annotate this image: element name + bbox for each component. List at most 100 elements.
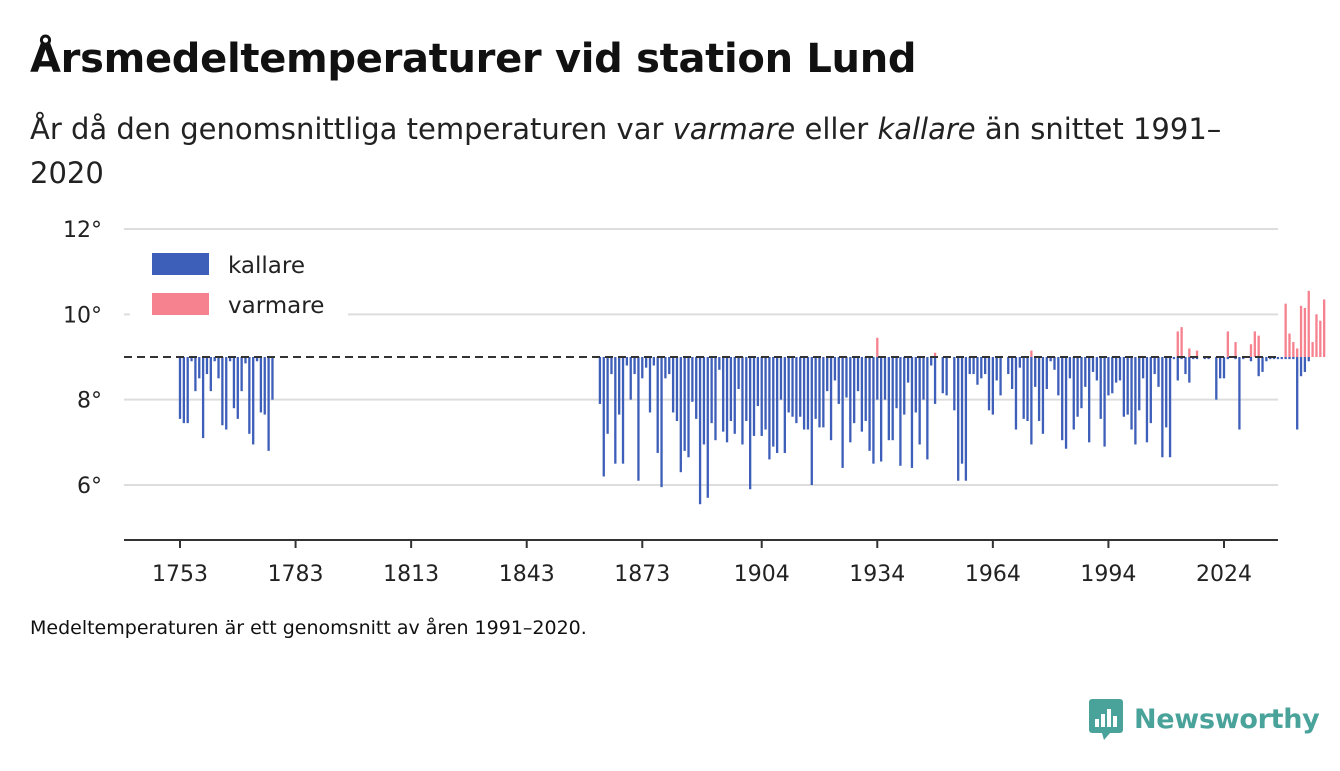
bar-kallare bbox=[714, 357, 717, 441]
bar-kallare bbox=[1261, 357, 1264, 372]
y-tick-label: 12° bbox=[63, 218, 102, 243]
bar-varmare bbox=[1195, 350, 1199, 357]
bar-kallare bbox=[679, 357, 682, 473]
bar-kallare bbox=[621, 357, 625, 464]
bar-varmare bbox=[1303, 307, 1307, 357]
bar-varmare bbox=[876, 337, 879, 357]
bar-kallare bbox=[186, 357, 189, 424]
bar-varmare bbox=[1284, 303, 1287, 357]
bar-kallare bbox=[1053, 357, 1056, 370]
bar-kallare bbox=[691, 357, 694, 402]
bar-kallare bbox=[829, 357, 833, 441]
bar-kallare bbox=[1030, 357, 1033, 445]
bar-kallare bbox=[1172, 357, 1176, 360]
bar-kallare bbox=[987, 357, 991, 411]
bar-kallare bbox=[1276, 357, 1280, 360]
bar-kallare bbox=[240, 357, 243, 392]
bar-kallare bbox=[1095, 357, 1099, 381]
bar-kallare bbox=[802, 357, 806, 430]
bar-kallare bbox=[221, 357, 224, 426]
bar-kallare bbox=[991, 357, 995, 415]
bar-kallare bbox=[849, 357, 852, 443]
bar-kallare bbox=[1149, 357, 1152, 424]
bar-kallare bbox=[201, 357, 205, 439]
bar-kallare bbox=[618, 357, 621, 415]
bar-kallare bbox=[641, 357, 644, 379]
bar-kallare bbox=[687, 357, 690, 458]
bar-kallare bbox=[879, 357, 883, 462]
bar-kallare bbox=[209, 357, 212, 392]
bar-kallare bbox=[945, 357, 948, 396]
subtitle-warmer: varmare bbox=[672, 112, 796, 146]
x-axis-ticks: 1753 1783 1813 1843 1873 1904 1934 1964 1994 2024 bbox=[152, 540, 1252, 587]
bar-varmare bbox=[1030, 350, 1033, 357]
bar-varmare bbox=[1288, 333, 1291, 357]
bar-kallare bbox=[1072, 357, 1075, 430]
bar-kallare bbox=[683, 357, 686, 451]
bar-varmare bbox=[1226, 331, 1230, 357]
bar-varmare bbox=[1311, 342, 1314, 357]
bar-kallare bbox=[664, 357, 667, 379]
bar-kallare bbox=[1226, 357, 1230, 360]
bar-kallare bbox=[833, 357, 837, 381]
bar-kallare bbox=[864, 357, 867, 421]
legend-label-kallare: kallare bbox=[228, 253, 305, 279]
bar-kallare bbox=[606, 357, 609, 434]
brand-name: Newsworthy bbox=[1134, 703, 1320, 735]
bar-kallare bbox=[1165, 357, 1168, 428]
bar-kallare bbox=[194, 357, 197, 392]
x-tick-label: 1964 bbox=[965, 562, 1021, 587]
bar-kallare bbox=[1014, 357, 1018, 430]
bar-kallare bbox=[1242, 357, 1245, 360]
bar-kallare bbox=[729, 357, 733, 421]
bar-kallare bbox=[1145, 357, 1149, 443]
bar-kallare bbox=[795, 357, 798, 424]
bar-kallare bbox=[806, 357, 810, 430]
bar-kallare bbox=[764, 357, 767, 430]
bar-kallare bbox=[814, 357, 817, 419]
bar-kallare bbox=[1022, 357, 1025, 419]
bar-kallare bbox=[644, 357, 648, 368]
chart-subtitle: År då den genomsnittliga temperaturen va… bbox=[30, 107, 1270, 195]
bar-kallare bbox=[895, 357, 898, 409]
bar-kallare bbox=[818, 357, 821, 428]
bar-kallare bbox=[856, 357, 860, 392]
bar-kallare bbox=[695, 357, 698, 419]
footnote: Medeltemperaturen är ett genomsnitt av å… bbox=[30, 617, 587, 639]
x-tick-label: 1783 bbox=[268, 562, 324, 587]
bar-kallare bbox=[1269, 357, 1272, 360]
bar-kallare bbox=[225, 357, 228, 430]
bar-kallare bbox=[837, 357, 840, 404]
bar-kallare bbox=[1088, 357, 1091, 443]
bar-kallare bbox=[876, 357, 879, 400]
bar-kallare bbox=[236, 357, 239, 419]
bar-kallare bbox=[710, 357, 713, 424]
x-tick-label: 1873 bbox=[614, 562, 670, 587]
bar-kallare bbox=[779, 357, 783, 400]
bar-kallare bbox=[748, 357, 752, 490]
bar-kallare bbox=[752, 357, 756, 436]
bar-kallare bbox=[983, 357, 987, 375]
bar-kallare bbox=[205, 357, 209, 375]
bar-kallare bbox=[1188, 357, 1191, 383]
bar-kallare bbox=[941, 357, 944, 394]
bar-kallare bbox=[1091, 357, 1095, 372]
bar-kallare bbox=[633, 357, 636, 375]
bar-kallare bbox=[1222, 357, 1226, 379]
bar-kallare bbox=[953, 357, 956, 411]
bar-kallare bbox=[960, 357, 964, 464]
bar-kallare bbox=[1141, 357, 1145, 379]
bar-varmare bbox=[1319, 320, 1322, 357]
bar-kallare bbox=[1218, 357, 1222, 379]
bar-kallare bbox=[860, 357, 864, 432]
bar-kallare bbox=[1126, 357, 1129, 415]
bar-kallare bbox=[1280, 357, 1283, 360]
bar-varmare bbox=[1292, 342, 1295, 357]
bar-kallare bbox=[1034, 357, 1037, 387]
bar-kallare bbox=[1176, 357, 1179, 381]
subtitle-colder: kallare bbox=[877, 112, 976, 146]
legend-swatch-kallare bbox=[152, 253, 209, 275]
bar-kallare bbox=[926, 357, 929, 460]
bar-kallare bbox=[217, 357, 220, 379]
x-tick-label: 2024 bbox=[1196, 562, 1252, 587]
